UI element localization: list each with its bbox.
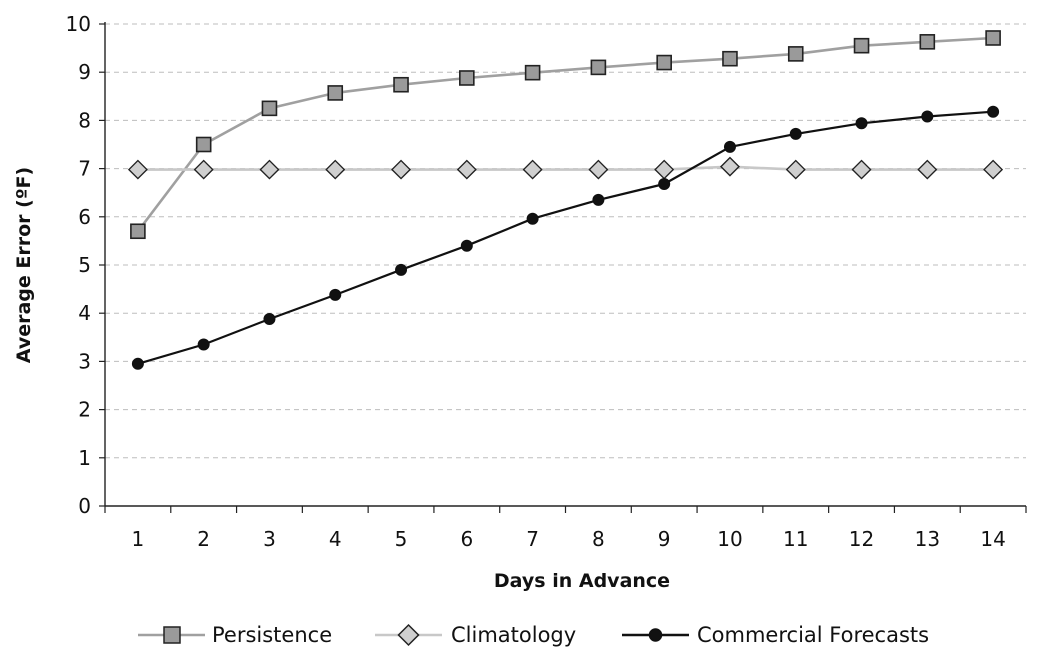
x-tick-label-5: 5 [395,527,408,551]
point-commercial-forecasts-12 [855,117,868,130]
point-climatology-6 [456,159,477,180]
series-lines [127,30,1004,370]
point-commercial-forecasts-10 [723,140,736,153]
x-tick-label-13: 13 [915,527,940,551]
point-climatology-3 [259,159,280,180]
x-tick-label-14: 14 [980,527,1005,551]
point-commercial-forecasts-13 [921,110,934,123]
point-persistence-3 [261,100,278,117]
legend-label-climatology: Climatology [451,623,576,647]
y-tick-label-2: 2 [78,398,91,422]
legend-label-commercial-forecasts: Commercial Forecasts [697,623,929,647]
point-climatology-7 [522,159,543,180]
point-persistence-14 [985,30,1001,46]
legend-label-persistence: Persistence [212,623,332,647]
axes [99,22,1027,513]
x-tick-label-4: 4 [329,527,342,551]
x-tick-label-8: 8 [592,527,605,551]
series-line-commercial-forecasts [137,110,994,365]
point-climatology-11 [785,159,806,180]
point-commercial-forecasts-14 [987,105,1000,118]
point-commercial-forecasts-11 [789,127,802,140]
point-commercial-forecasts-5 [395,263,408,276]
x-tick-label-6: 6 [460,527,473,551]
series-line-persistence [136,36,994,233]
point-persistence-11 [787,46,804,62]
point-commercial-forecasts-8 [592,193,605,206]
legend-persistence-square-icon [163,626,181,644]
x-tick-label-7: 7 [526,527,539,551]
point-commercial-forecasts-1 [131,357,144,370]
legend: Persistence Climatology Commercial Forec… [138,623,929,647]
point-commercial-forecasts-9 [658,178,671,191]
point-climatology-13 [917,159,938,180]
x-tick-label-1: 1 [132,527,145,551]
y-tick-label-6: 6 [78,205,91,229]
series-persistence [130,30,1001,240]
point-commercial-forecasts-4 [329,288,342,301]
y-tick-label-7: 7 [78,157,91,181]
point-commercial-forecasts-6 [460,239,473,252]
y-axis-title: Average Error (ºF) [13,167,35,363]
y-tick-label-5: 5 [78,253,91,277]
y-tick-label-0: 0 [78,494,91,518]
series-line-climatology [137,165,994,171]
point-persistence-7 [524,64,541,81]
point-persistence-10 [722,50,738,67]
series-commercial-forecasts [131,105,1000,370]
point-climatology-2 [193,159,214,180]
y-tick-label-1: 1 [78,446,91,470]
point-commercial-forecasts-7 [526,212,539,225]
point-climatology-10 [719,156,740,177]
legend-item-persistence: Persistence [138,623,332,647]
legend-climatology-diamond-icon [397,623,420,647]
y-tick-label-3: 3 [78,349,91,373]
point-climatology-12 [851,159,872,180]
point-persistence-8 [590,59,607,76]
y-tick-label-10: 10 [66,12,91,36]
point-persistence-13 [919,34,936,50]
point-persistence-1 [130,223,146,240]
point-commercial-forecasts-3 [263,312,276,325]
gridlines [105,23,1026,459]
y-tick-label-9: 9 [78,60,91,84]
x-axis-title: Days in Advance [494,570,670,592]
point-climatology-9 [654,159,675,180]
legend-commercial-forecasts-circle-icon [648,628,663,642]
point-persistence-12 [853,37,870,54]
x-tick-label-2: 2 [197,527,210,551]
point-climatology-5 [391,159,412,180]
y-tick-label-4: 4 [78,301,91,325]
x-tick-label-12: 12 [849,527,874,551]
point-climatology-4 [325,159,346,180]
x-tick-label-11: 11 [783,527,808,551]
point-climatology-1 [127,159,148,180]
legend-item-climatology: Climatology [375,623,576,647]
x-tick-label-9: 9 [658,527,671,551]
point-persistence-6 [459,70,475,86]
point-persistence-4 [327,85,344,101]
x-tick-label-10: 10 [717,527,742,551]
point-persistence-9 [656,54,672,71]
point-climatology-14 [983,159,1004,180]
point-persistence-2 [195,136,212,153]
point-climatology-8 [588,159,609,180]
x-tick-label-3: 3 [263,527,276,551]
point-persistence-5 [393,76,409,93]
legend-item-commercial-forecasts: Commercial Forecasts [622,623,929,647]
point-commercial-forecasts-2 [197,338,210,351]
y-tick-label-8: 8 [78,108,91,132]
series-climatology [127,156,1004,180]
